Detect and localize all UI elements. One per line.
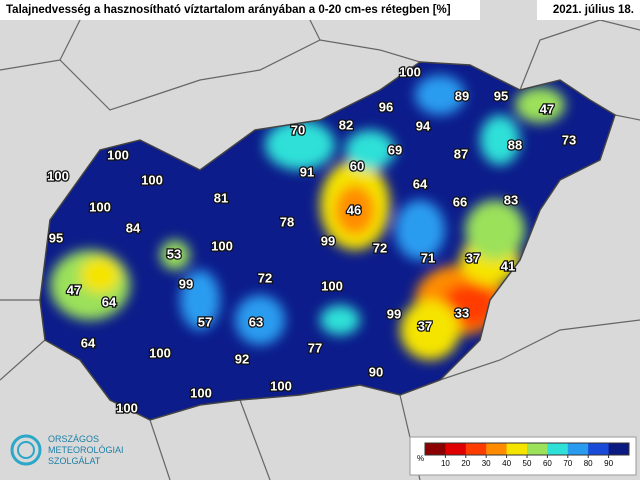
station-value: 100 bbox=[190, 385, 212, 400]
colorbar-cell bbox=[465, 443, 487, 455]
station-value: 96 bbox=[379, 99, 393, 114]
title: Talajnedvesség a hasznosítható víztartal… bbox=[6, 4, 451, 16]
station-value: 72 bbox=[373, 240, 387, 255]
station-value: 41 bbox=[501, 258, 515, 273]
station-value: 66 bbox=[453, 194, 467, 209]
moisture-area bbox=[345, 130, 395, 170]
station-value: 100 bbox=[149, 345, 171, 360]
logo: ORSZÁGOS METEOROLÓGIAI SZOLGÁLAT bbox=[10, 434, 124, 466]
station-value: 87 bbox=[454, 146, 468, 161]
station-value: 100 bbox=[116, 400, 138, 415]
station-value: 53 bbox=[167, 246, 181, 261]
station-value: 100 bbox=[47, 168, 69, 183]
station-value: 83 bbox=[504, 192, 518, 207]
colorbar-label: % bbox=[417, 454, 424, 463]
station-value: 95 bbox=[494, 88, 508, 103]
station-value: 99 bbox=[321, 233, 335, 248]
station-value: 100 bbox=[321, 278, 343, 293]
colorbar-tick-label: 90 bbox=[604, 459, 613, 468]
colorbar-cell bbox=[506, 443, 528, 455]
station-value: 81 bbox=[214, 190, 228, 205]
date-box bbox=[537, 0, 640, 20]
station-value: 95 bbox=[49, 230, 63, 245]
station-value: 99 bbox=[179, 276, 193, 291]
station-value: 64 bbox=[413, 176, 428, 191]
station-value: 94 bbox=[416, 118, 431, 133]
moisture-area bbox=[465, 200, 525, 260]
station-value: 88 bbox=[508, 137, 522, 152]
colorbar-cell bbox=[547, 443, 569, 455]
station-value: 91 bbox=[300, 164, 314, 179]
station-value: 73 bbox=[562, 132, 576, 147]
moisture-area bbox=[395, 200, 445, 260]
colorbar-cell bbox=[588, 443, 610, 455]
station-value: 82 bbox=[339, 117, 353, 132]
station-value: 64 bbox=[102, 294, 117, 309]
moisture-area bbox=[400, 300, 460, 360]
colorbar-tick-label: 80 bbox=[584, 459, 593, 468]
station-value: 90 bbox=[369, 364, 383, 379]
station-value: 60 bbox=[350, 158, 364, 173]
moisture-area bbox=[235, 295, 285, 345]
station-value: 100 bbox=[89, 199, 111, 214]
station-value: 100 bbox=[399, 64, 421, 79]
moisture-area bbox=[265, 120, 335, 170]
colorbar-cell bbox=[527, 443, 548, 455]
logo-text: SZOLGÁLAT bbox=[48, 456, 101, 466]
station-value: 37 bbox=[466, 250, 480, 265]
station-value: 47 bbox=[67, 282, 81, 297]
station-value: 72 bbox=[258, 270, 272, 285]
logo-icon bbox=[17, 441, 35, 459]
colorbar-tick-label: 20 bbox=[461, 459, 470, 468]
station-value: 71 bbox=[421, 250, 435, 265]
station-value: 84 bbox=[126, 220, 141, 235]
title-box bbox=[0, 0, 480, 20]
date: 2021. július 18. bbox=[553, 4, 634, 16]
station-value: 100 bbox=[270, 378, 292, 393]
colorbar-cell bbox=[608, 443, 630, 455]
colorbar-tick-label: 40 bbox=[502, 459, 511, 468]
station-value: 37 bbox=[418, 318, 432, 333]
station-value: 99 bbox=[387, 306, 401, 321]
colorbar-tick-label: 60 bbox=[543, 459, 552, 468]
colorbar-cell bbox=[567, 443, 589, 455]
station-value: 77 bbox=[308, 340, 322, 355]
station-value: 33 bbox=[455, 305, 469, 320]
station-value: 100 bbox=[211, 238, 233, 253]
station-value: 78 bbox=[280, 214, 294, 229]
station-value: 69 bbox=[388, 142, 402, 157]
colorbar-cell bbox=[425, 443, 446, 455]
station-value: 70 bbox=[291, 122, 305, 137]
logo-icon bbox=[10, 434, 42, 466]
station-value: 92 bbox=[235, 351, 249, 366]
moisture-area bbox=[480, 115, 520, 165]
moisture-area bbox=[80, 257, 120, 293]
station-value: 47 bbox=[540, 101, 554, 116]
moisture-area bbox=[515, 87, 565, 123]
station-value: 46 bbox=[347, 202, 361, 217]
colorbar-tick-label: 70 bbox=[563, 459, 572, 468]
colorbar-cell bbox=[486, 443, 508, 455]
station-value: 64 bbox=[81, 335, 96, 350]
colorbar-tick-label: 50 bbox=[523, 459, 532, 468]
colorbar-tick-label: 30 bbox=[482, 459, 491, 468]
moisture-area bbox=[160, 240, 190, 270]
logo-text: METEOROLÓGIAI bbox=[48, 445, 124, 455]
moisture-area bbox=[320, 305, 360, 335]
station-value: 63 bbox=[249, 314, 263, 329]
colorbar-tick-label: 10 bbox=[441, 459, 450, 468]
moisture-area bbox=[180, 270, 220, 330]
station-value: 100 bbox=[141, 172, 163, 187]
station-value: 100 bbox=[107, 147, 129, 162]
moisture-area bbox=[415, 75, 465, 115]
logo-text: ORSZÁGOS bbox=[48, 434, 99, 444]
station-value: 57 bbox=[198, 314, 212, 329]
moisture-area bbox=[335, 185, 375, 235]
colorbar-cell bbox=[445, 443, 467, 455]
station-value: 89 bbox=[455, 88, 469, 103]
